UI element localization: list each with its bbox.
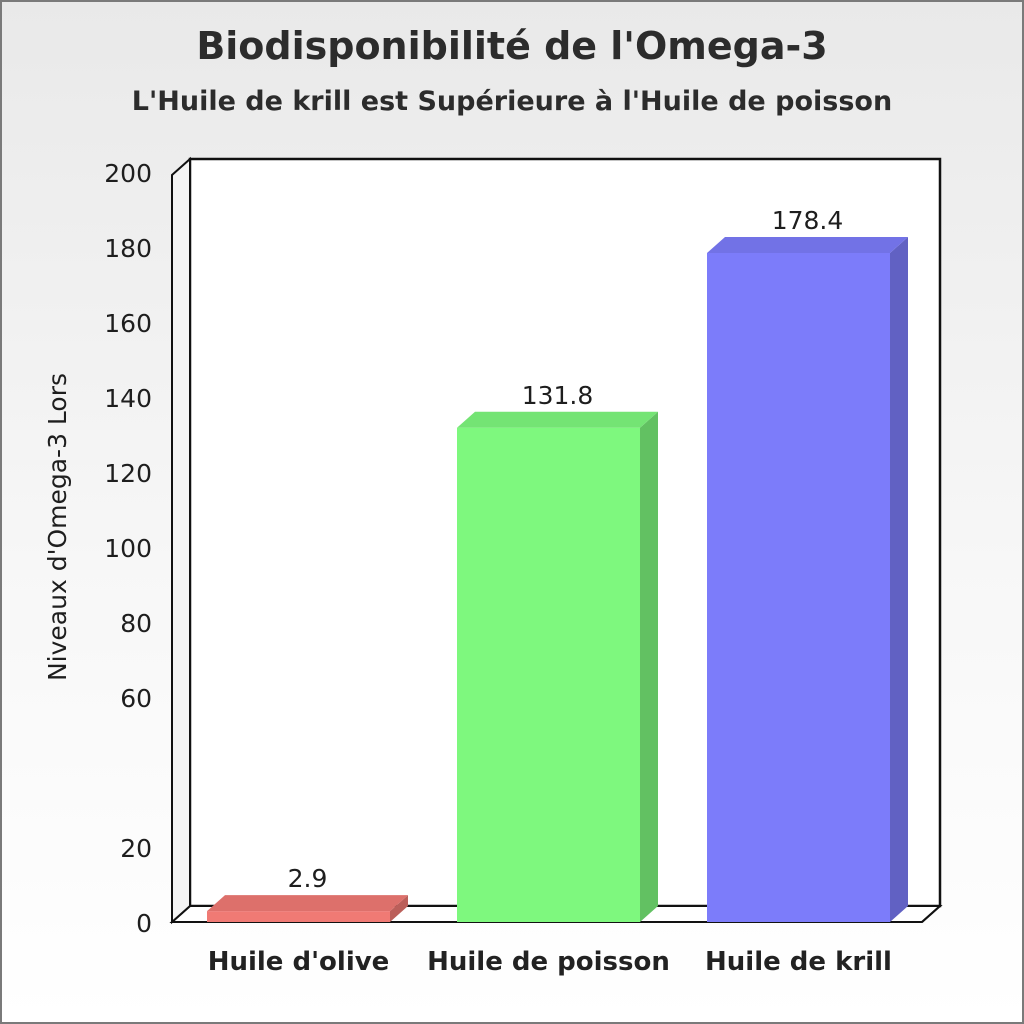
y-tick-label: 100	[104, 534, 152, 563]
bar	[207, 911, 390, 922]
bar-value-label: 131.8	[522, 381, 594, 410]
y-tick-label: 200	[104, 159, 152, 188]
y-axis-label: Niveaux d'Omega-3 Lors	[43, 373, 72, 681]
bar-value-label: 178.4	[772, 206, 844, 235]
bar	[707, 253, 890, 922]
y-tick-label: 140	[104, 384, 152, 413]
x-tick-label: Huile d'olive	[208, 947, 390, 977]
bar	[457, 427, 640, 922]
chart-subtitle: L'Huile de krill est Supérieure à l'Huil…	[131, 86, 893, 117]
x-tick-label: Huile de poisson	[427, 947, 670, 977]
plot-left-wall	[171, 156, 191, 925]
chart-title: Biodisponibilité de l'Omega-3	[196, 24, 828, 68]
bar-side	[890, 237, 908, 922]
bar-side	[640, 411, 658, 922]
y-tick-label: 0	[136, 909, 152, 938]
y-tick-label: 20	[120, 834, 152, 863]
bar-side	[390, 895, 408, 922]
x-tick-label: Huile de krill	[705, 947, 892, 977]
y-tick-label: 80	[120, 609, 152, 638]
y-tick-label: 180	[104, 234, 152, 263]
y-tick-label: 60	[120, 684, 152, 713]
bar-top	[207, 895, 408, 912]
plot-edge	[921, 905, 941, 923]
bar-top	[707, 237, 908, 253]
bar-value-label: 2.9	[288, 864, 328, 893]
y-tick-label: 160	[104, 309, 152, 338]
bar-top	[457, 411, 658, 428]
y-tick-label: 120	[104, 459, 152, 488]
